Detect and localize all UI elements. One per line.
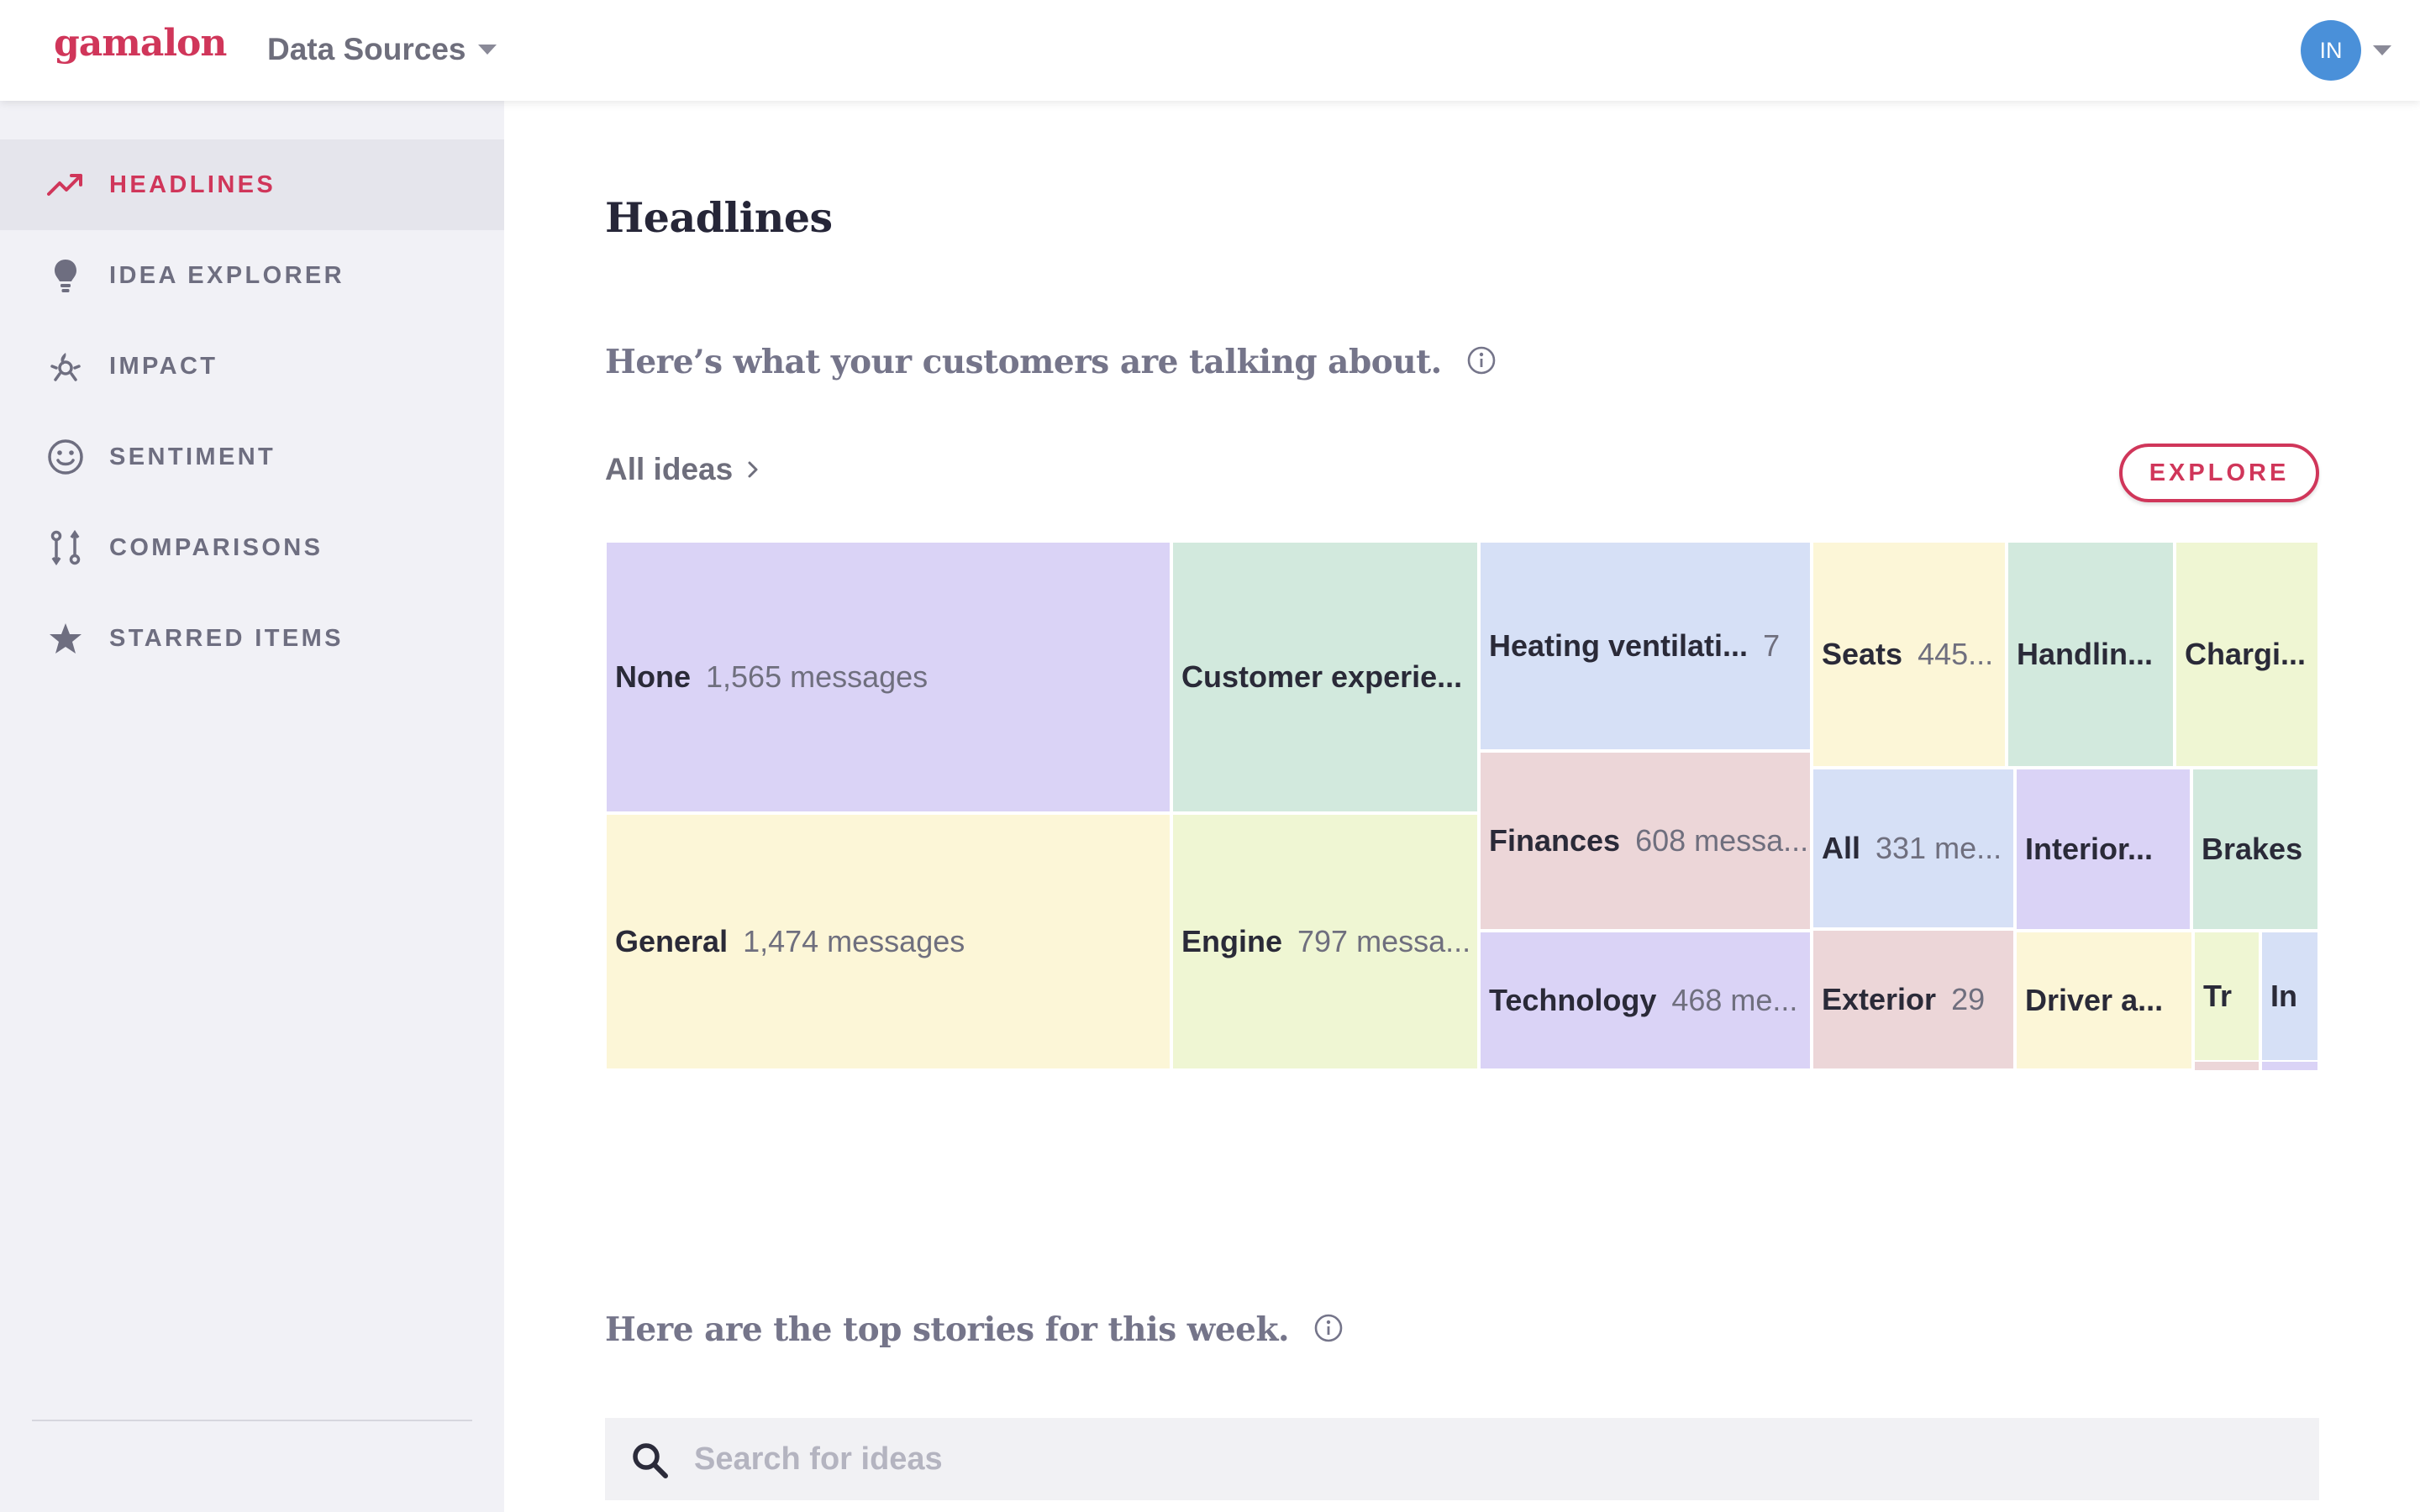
smiley-icon [45, 437, 86, 477]
search-icon [630, 1441, 669, 1483]
treemap-tile-customer-experience[interactable]: Customer experie... [1171, 541, 1479, 813]
tile-name: Finances [1489, 823, 1621, 858]
section-title-customers: Here’s what your customers are talking a… [605, 343, 1497, 384]
treemap-tile-seats[interactable]: Seats 445... [1812, 541, 2007, 768]
tile-name: Heating ventilati... [1489, 628, 1749, 663]
treemap-tile-interior[interactable]: Interior... [2015, 768, 2191, 931]
treemap-tile-finances[interactable]: Finances 608 messa... [1479, 751, 1812, 931]
tile-name: Seats [1822, 637, 1903, 671]
tile-count: 468 me... [1671, 983, 1798, 1017]
treemap-tile-none[interactable]: None 1,565 messages [605, 541, 1171, 813]
tile-name: Brakes [2202, 832, 2303, 866]
tile-count: 1,474 messages [743, 924, 965, 958]
treemap-tile-brakes[interactable]: Brakes [2191, 768, 2319, 931]
sidebar-item-label: IDEA EXPLORER [109, 261, 345, 289]
treemap-tile-exterior[interactable]: Exterior 29 [1812, 929, 2015, 1070]
tile-count: 331 me... [1876, 831, 2002, 865]
info-icon[interactable] [1313, 1313, 1344, 1352]
sidebar-item-label: COMPARISONS [109, 533, 324, 561]
sidebar-item-idea-explorer[interactable]: IDEA EXPLORER [0, 230, 504, 321]
tile-name: Handlin... [2017, 637, 2153, 671]
info-icon[interactable] [1466, 345, 1497, 384]
tile-name: General [615, 924, 729, 958]
tile-name: Technology [1489, 983, 1657, 1017]
sidebar-item-label: STARRED ITEMS [109, 624, 344, 652]
treemap-tile-engine[interactable]: Engine 797 messa... [1171, 813, 1479, 1070]
tile-count: 7 [1763, 628, 1781, 663]
tile-count: 29 [1951, 982, 1986, 1016]
tile-name: All [1822, 831, 1861, 865]
chevron-right-icon [746, 452, 760, 487]
sidebar-item-sentiment[interactable]: SENTIMENT [0, 412, 504, 502]
tile-name: Engine [1181, 924, 1283, 958]
tile-name: In [2270, 979, 2297, 1013]
user-menu-caret-icon[interactable] [2373, 45, 2391, 55]
tile-name: Exterior [1822, 982, 1937, 1016]
breadcrumb-label: All ideas [605, 452, 734, 486]
treemap-tile-small[interactable] [2193, 1060, 2260, 1070]
gamalon-logo[interactable]: gamalon [54, 22, 227, 65]
tile-count: 608 messa... [1635, 823, 1809, 858]
top-bar: gamalon Data Sources IN [0, 0, 2420, 101]
section-title-top-stories: Here are the top stories for this week. [605, 1310, 1344, 1352]
sidebar-item-starred-items[interactable]: STARRED ITEMS [0, 593, 504, 684]
tile-count: 445... [1918, 637, 1994, 671]
tile-name: None [615, 659, 691, 694]
treemap-tile-charging[interactable]: Chargi... [2175, 541, 2319, 768]
section-title-text: Here are the top stories for this week. [605, 1310, 1290, 1349]
treemap-tile-technology[interactable]: Technology 468 me... [1479, 931, 1812, 1070]
tile-count: 797 messa... [1297, 924, 1471, 958]
search-input[interactable] [694, 1418, 2291, 1500]
lightbulb-icon [45, 255, 86, 296]
search-bar [605, 1418, 2319, 1500]
explore-button[interactable]: EXPLORE [2119, 444, 2319, 502]
main-content: Headlines Here’s what your customers are… [504, 101, 2420, 1512]
treemap-tile-tr[interactable]: Tr [2193, 931, 2260, 1062]
tile-count: 1,565 messages [706, 659, 929, 694]
trending-up-icon [45, 165, 86, 205]
compare-icon [45, 528, 86, 568]
ideas-treemap: None 1,565 messages General 1,474 messag… [605, 541, 2319, 1070]
data-sources-label: Data Sources [267, 32, 466, 66]
tile-name: Chargi... [2185, 637, 2307, 671]
treemap-tile-small[interactable] [2260, 1060, 2319, 1070]
treemap-tile-handling[interactable]: Handlin... [2007, 541, 2175, 768]
treemap-tile-all[interactable]: All 331 me... [1812, 768, 2015, 929]
sidebar-item-comparisons[interactable]: COMPARISONS [0, 502, 504, 593]
tile-name: Driver a... [2025, 983, 2164, 1017]
sidebar: HEADLINES IDEA EXPLORER IMPACT SENTIMENT… [0, 101, 504, 1512]
user-avatar[interactable]: IN [2301, 20, 2361, 81]
data-sources-dropdown[interactable]: Data Sources [267, 32, 497, 67]
star-icon [45, 618, 86, 659]
treemap-tile-general[interactable]: General 1,474 messages [605, 813, 1171, 1070]
sidebar-item-label: HEADLINES [109, 171, 276, 198]
caret-down-icon [477, 45, 497, 55]
section-title-text: Here’s what your customers are talking a… [605, 343, 1442, 381]
sidebar-item-label: IMPACT [109, 352, 218, 380]
sidebar-item-headlines[interactable]: HEADLINES [0, 139, 504, 230]
treemap-tile-driver-assistance[interactable]: Driver a... [2015, 931, 2193, 1070]
page-title: Headlines [605, 193, 833, 242]
tile-name: Customer experie... [1181, 659, 1463, 694]
impact-icon [45, 346, 86, 386]
tile-name: Interior... [2025, 832, 2154, 866]
tile-name: Tr [2203, 979, 2233, 1013]
sidebar-item-label: SENTIMENT [109, 443, 276, 470]
breadcrumb-all-ideas[interactable]: All ideas [605, 452, 760, 487]
sidebar-divider [32, 1420, 472, 1421]
sidebar-item-impact[interactable]: IMPACT [0, 321, 504, 412]
treemap-tile-in[interactable]: In [2260, 931, 2319, 1062]
treemap-tile-heating-ventilation[interactable]: Heating ventilati... 7 [1479, 541, 1812, 751]
